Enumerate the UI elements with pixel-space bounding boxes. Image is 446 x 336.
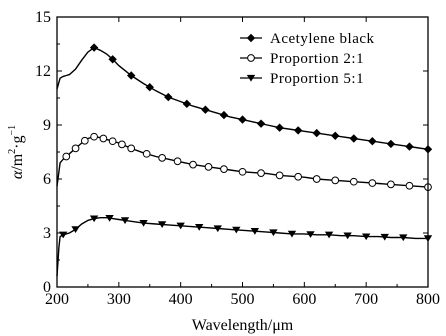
data-point xyxy=(182,99,192,109)
y-tick-label: 15 xyxy=(35,9,51,26)
y-axis-title-part: ·g xyxy=(9,136,26,149)
data-point xyxy=(90,132,98,141)
data-point xyxy=(89,43,99,52)
data-point xyxy=(287,230,297,238)
data-point xyxy=(324,231,334,239)
data-point xyxy=(275,171,284,180)
data-point xyxy=(127,71,136,80)
data-point xyxy=(250,228,260,235)
data-point xyxy=(118,140,126,149)
y-axis-title-part: α xyxy=(9,170,26,179)
data-point xyxy=(238,115,247,124)
data-point xyxy=(120,217,130,224)
data-point xyxy=(62,152,71,161)
data-point xyxy=(145,83,154,92)
data-point xyxy=(142,149,151,158)
data-point xyxy=(80,136,89,145)
data-point xyxy=(108,137,117,146)
data-point xyxy=(204,162,213,171)
data-point xyxy=(89,215,99,223)
data-point xyxy=(195,224,204,231)
data-point xyxy=(275,123,284,132)
data-point xyxy=(71,226,80,233)
y-tick-label: 12 xyxy=(35,63,51,80)
data-point xyxy=(219,110,229,120)
legend-label: Proportion 5:1 xyxy=(270,71,364,87)
data-point xyxy=(312,175,321,183)
data-point xyxy=(343,232,352,240)
legend-item-1: Acetylene black xyxy=(240,31,375,47)
x-tick-label: 700 xyxy=(354,291,378,308)
data-point xyxy=(164,92,173,102)
data-point xyxy=(173,157,182,166)
x-tick-label: 800 xyxy=(416,291,440,308)
data-point xyxy=(71,144,80,153)
data-point xyxy=(105,215,114,222)
data-point xyxy=(213,225,222,233)
legend-marker xyxy=(246,33,256,43)
legend-marker xyxy=(246,74,256,82)
y-axis-title-part: −1 xyxy=(7,125,18,136)
series-2 xyxy=(56,132,432,191)
data-point xyxy=(399,234,408,242)
data-point xyxy=(306,231,315,238)
data-point xyxy=(127,144,136,153)
x-tick-label: 600 xyxy=(292,291,316,308)
data-point xyxy=(189,160,197,169)
data-point xyxy=(331,131,340,140)
data-point xyxy=(405,142,414,151)
y-tick-label: 3 xyxy=(43,225,51,242)
x-tick-label: 500 xyxy=(231,291,255,308)
data-point xyxy=(232,226,241,234)
series-1 xyxy=(56,43,433,154)
legend: Acetylene black Proportion 2:1 Proportion … xyxy=(240,31,375,87)
y-axis-title: α/m2·g−1 xyxy=(7,125,26,179)
legend-item-2: Proportion 2:1 xyxy=(240,51,364,67)
data-point xyxy=(257,169,265,178)
legend-label: Proportion 2:1 xyxy=(270,51,364,67)
data-point xyxy=(176,222,185,230)
data-point xyxy=(220,165,228,173)
data-point xyxy=(405,181,414,190)
y-axis-title-part: /m xyxy=(9,153,26,170)
legend-item-3: Proportion 5:1 xyxy=(240,71,364,87)
legend-label: Acetylene black xyxy=(270,31,375,47)
data-point xyxy=(293,126,303,135)
series-3 xyxy=(56,215,433,277)
data-point xyxy=(331,176,340,185)
legend-marker xyxy=(247,54,255,62)
data-point xyxy=(387,180,395,189)
data-point xyxy=(139,219,148,227)
x-tick-label: 300 xyxy=(107,291,131,308)
y-tick-label: 0 xyxy=(43,279,51,296)
data-point xyxy=(256,119,266,128)
data-point xyxy=(108,55,117,64)
y-axis-title-part: 2 xyxy=(7,149,18,154)
x-tick-label: 200 xyxy=(45,291,69,308)
data-point xyxy=(312,128,321,138)
data-point xyxy=(361,233,371,241)
data-point xyxy=(201,105,210,114)
data-point xyxy=(349,134,358,143)
y-tick-label: 6 xyxy=(43,171,51,188)
series-line xyxy=(56,217,428,277)
data-point xyxy=(238,167,247,176)
data-point xyxy=(269,229,278,237)
data-point xyxy=(99,134,108,143)
data-point xyxy=(386,139,396,149)
y-tick-label: 9 xyxy=(43,117,51,134)
data-point xyxy=(368,179,377,187)
data-point xyxy=(368,137,377,146)
data-point xyxy=(349,177,358,186)
data-point xyxy=(380,233,389,241)
data-point xyxy=(294,172,303,181)
data-point xyxy=(158,153,166,162)
x-tick-label: 400 xyxy=(169,291,193,308)
x-axis-title: Wavelength/μm xyxy=(192,317,294,334)
axes: 200 300 400 500 600 700 800 0 3 6 9 12 15 xyxy=(35,9,440,308)
data-point xyxy=(157,221,167,229)
